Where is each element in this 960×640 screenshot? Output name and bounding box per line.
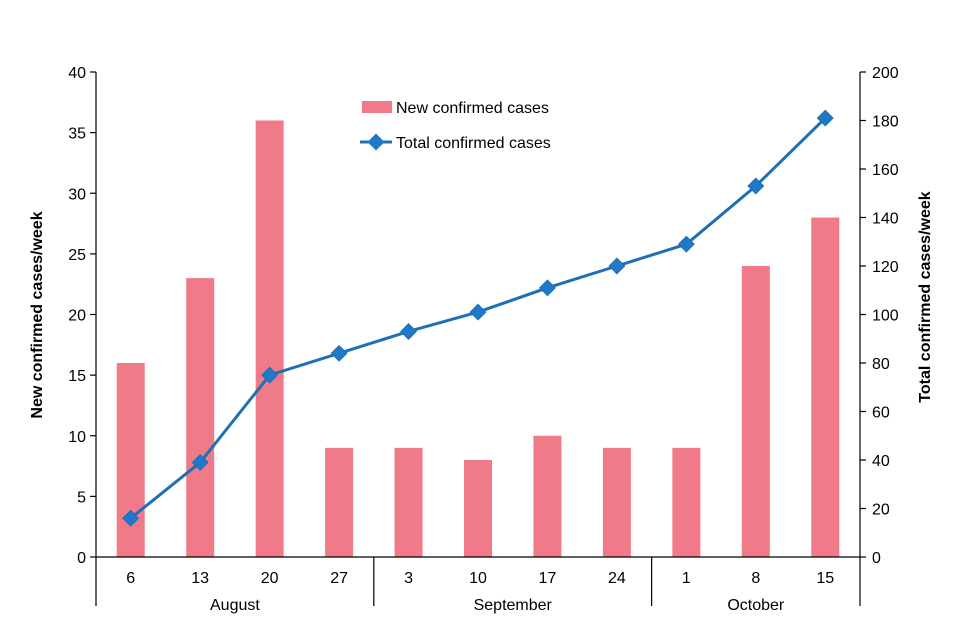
y-right-tick-label: 60 <box>872 405 890 422</box>
y-right-tick-label: 140 <box>872 211 899 228</box>
marker-total-cases-3 <box>400 322 418 340</box>
y-left-tick-label: 35 <box>68 126 86 143</box>
bar-new-cases-27 <box>325 447 354 557</box>
x-tick-label: 6 <box>126 570 135 587</box>
y-right-tick-label: 80 <box>872 356 890 373</box>
bar-new-cases-6 <box>116 363 145 557</box>
bar-new-cases-13 <box>186 278 215 557</box>
marker-total-cases-6 <box>122 509 140 527</box>
x-group-label-september: September <box>474 597 553 614</box>
y-left-tick-label: 15 <box>68 368 86 385</box>
bar-new-cases-8 <box>741 266 770 557</box>
x-group-label-august: August <box>210 597 260 614</box>
x-tick-label: 24 <box>608 570 626 587</box>
y-left-tick-label: 20 <box>68 308 86 325</box>
y-right-tick-label: 180 <box>872 114 899 131</box>
legend: New confirmed cases Total confirmed case… <box>360 100 551 152</box>
bar-new-cases-24 <box>602 447 631 557</box>
bar-new-cases-3 <box>394 447 423 557</box>
y-left-tick-label: 5 <box>77 489 86 506</box>
x-tick-label: 27 <box>330 570 348 587</box>
y-right-tick-label: 200 <box>872 65 899 82</box>
bar-new-cases-20 <box>255 120 284 557</box>
bar-new-cases-17 <box>533 435 562 557</box>
y-axis-right-title: Total confirmed cases/week <box>917 191 934 402</box>
tick-labels: 0510152025303540020406080100120140160180… <box>68 65 899 614</box>
y-left-tick-label: 40 <box>68 65 86 82</box>
x-tick-label: 13 <box>191 570 209 587</box>
marker-total-cases-1 <box>677 235 695 253</box>
legend-swatch-new-cases <box>362 101 392 113</box>
marker-total-cases-20 <box>261 366 279 384</box>
marker-total-cases-17 <box>538 279 556 297</box>
x-tick-label: 15 <box>816 570 834 587</box>
legend-label-total-cases: Total confirmed cases <box>396 135 551 152</box>
marker-total-cases-27 <box>330 344 348 362</box>
x-tick-label: 8 <box>751 570 760 587</box>
y-right-tick-label: 120 <box>872 259 899 276</box>
y-left-tick-label: 10 <box>68 429 86 446</box>
x-tick-label: 3 <box>404 570 413 587</box>
x-tick-label: 10 <box>469 570 487 587</box>
axes <box>90 71 866 606</box>
y-right-tick-label: 160 <box>872 162 899 179</box>
y-right-tick-label: 0 <box>872 550 881 567</box>
x-tick-label: 20 <box>261 570 279 587</box>
bar-new-cases-1 <box>672 447 701 557</box>
marker-total-cases-13 <box>191 453 209 471</box>
marker-total-cases-15 <box>816 109 834 127</box>
marker-total-cases-8 <box>747 177 765 195</box>
y-right-tick-label: 40 <box>872 453 890 470</box>
bar-new-cases-10 <box>464 460 492 557</box>
bar-series-new-cases <box>116 120 840 557</box>
line-series-total-cases <box>122 109 834 527</box>
x-group-label-october: October <box>727 597 785 614</box>
x-tick-label: 1 <box>682 570 691 587</box>
y-right-tick-label: 20 <box>872 502 890 519</box>
y-axis-left-title: New confirmed cases/week <box>29 211 46 418</box>
y-left-tick-label: 25 <box>68 247 86 264</box>
y-left-tick-label: 30 <box>68 186 86 203</box>
marker-total-cases-24 <box>608 257 626 275</box>
y-left-tick-label: 0 <box>77 550 86 567</box>
legend-marker-total-cases <box>367 133 385 151</box>
marker-total-cases-10 <box>469 303 487 321</box>
legend-label-new-cases: New confirmed cases <box>396 100 549 117</box>
bar-new-cases-15 <box>811 217 840 557</box>
x-tick-label: 17 <box>539 570 557 587</box>
y-right-tick-label: 100 <box>872 308 899 325</box>
